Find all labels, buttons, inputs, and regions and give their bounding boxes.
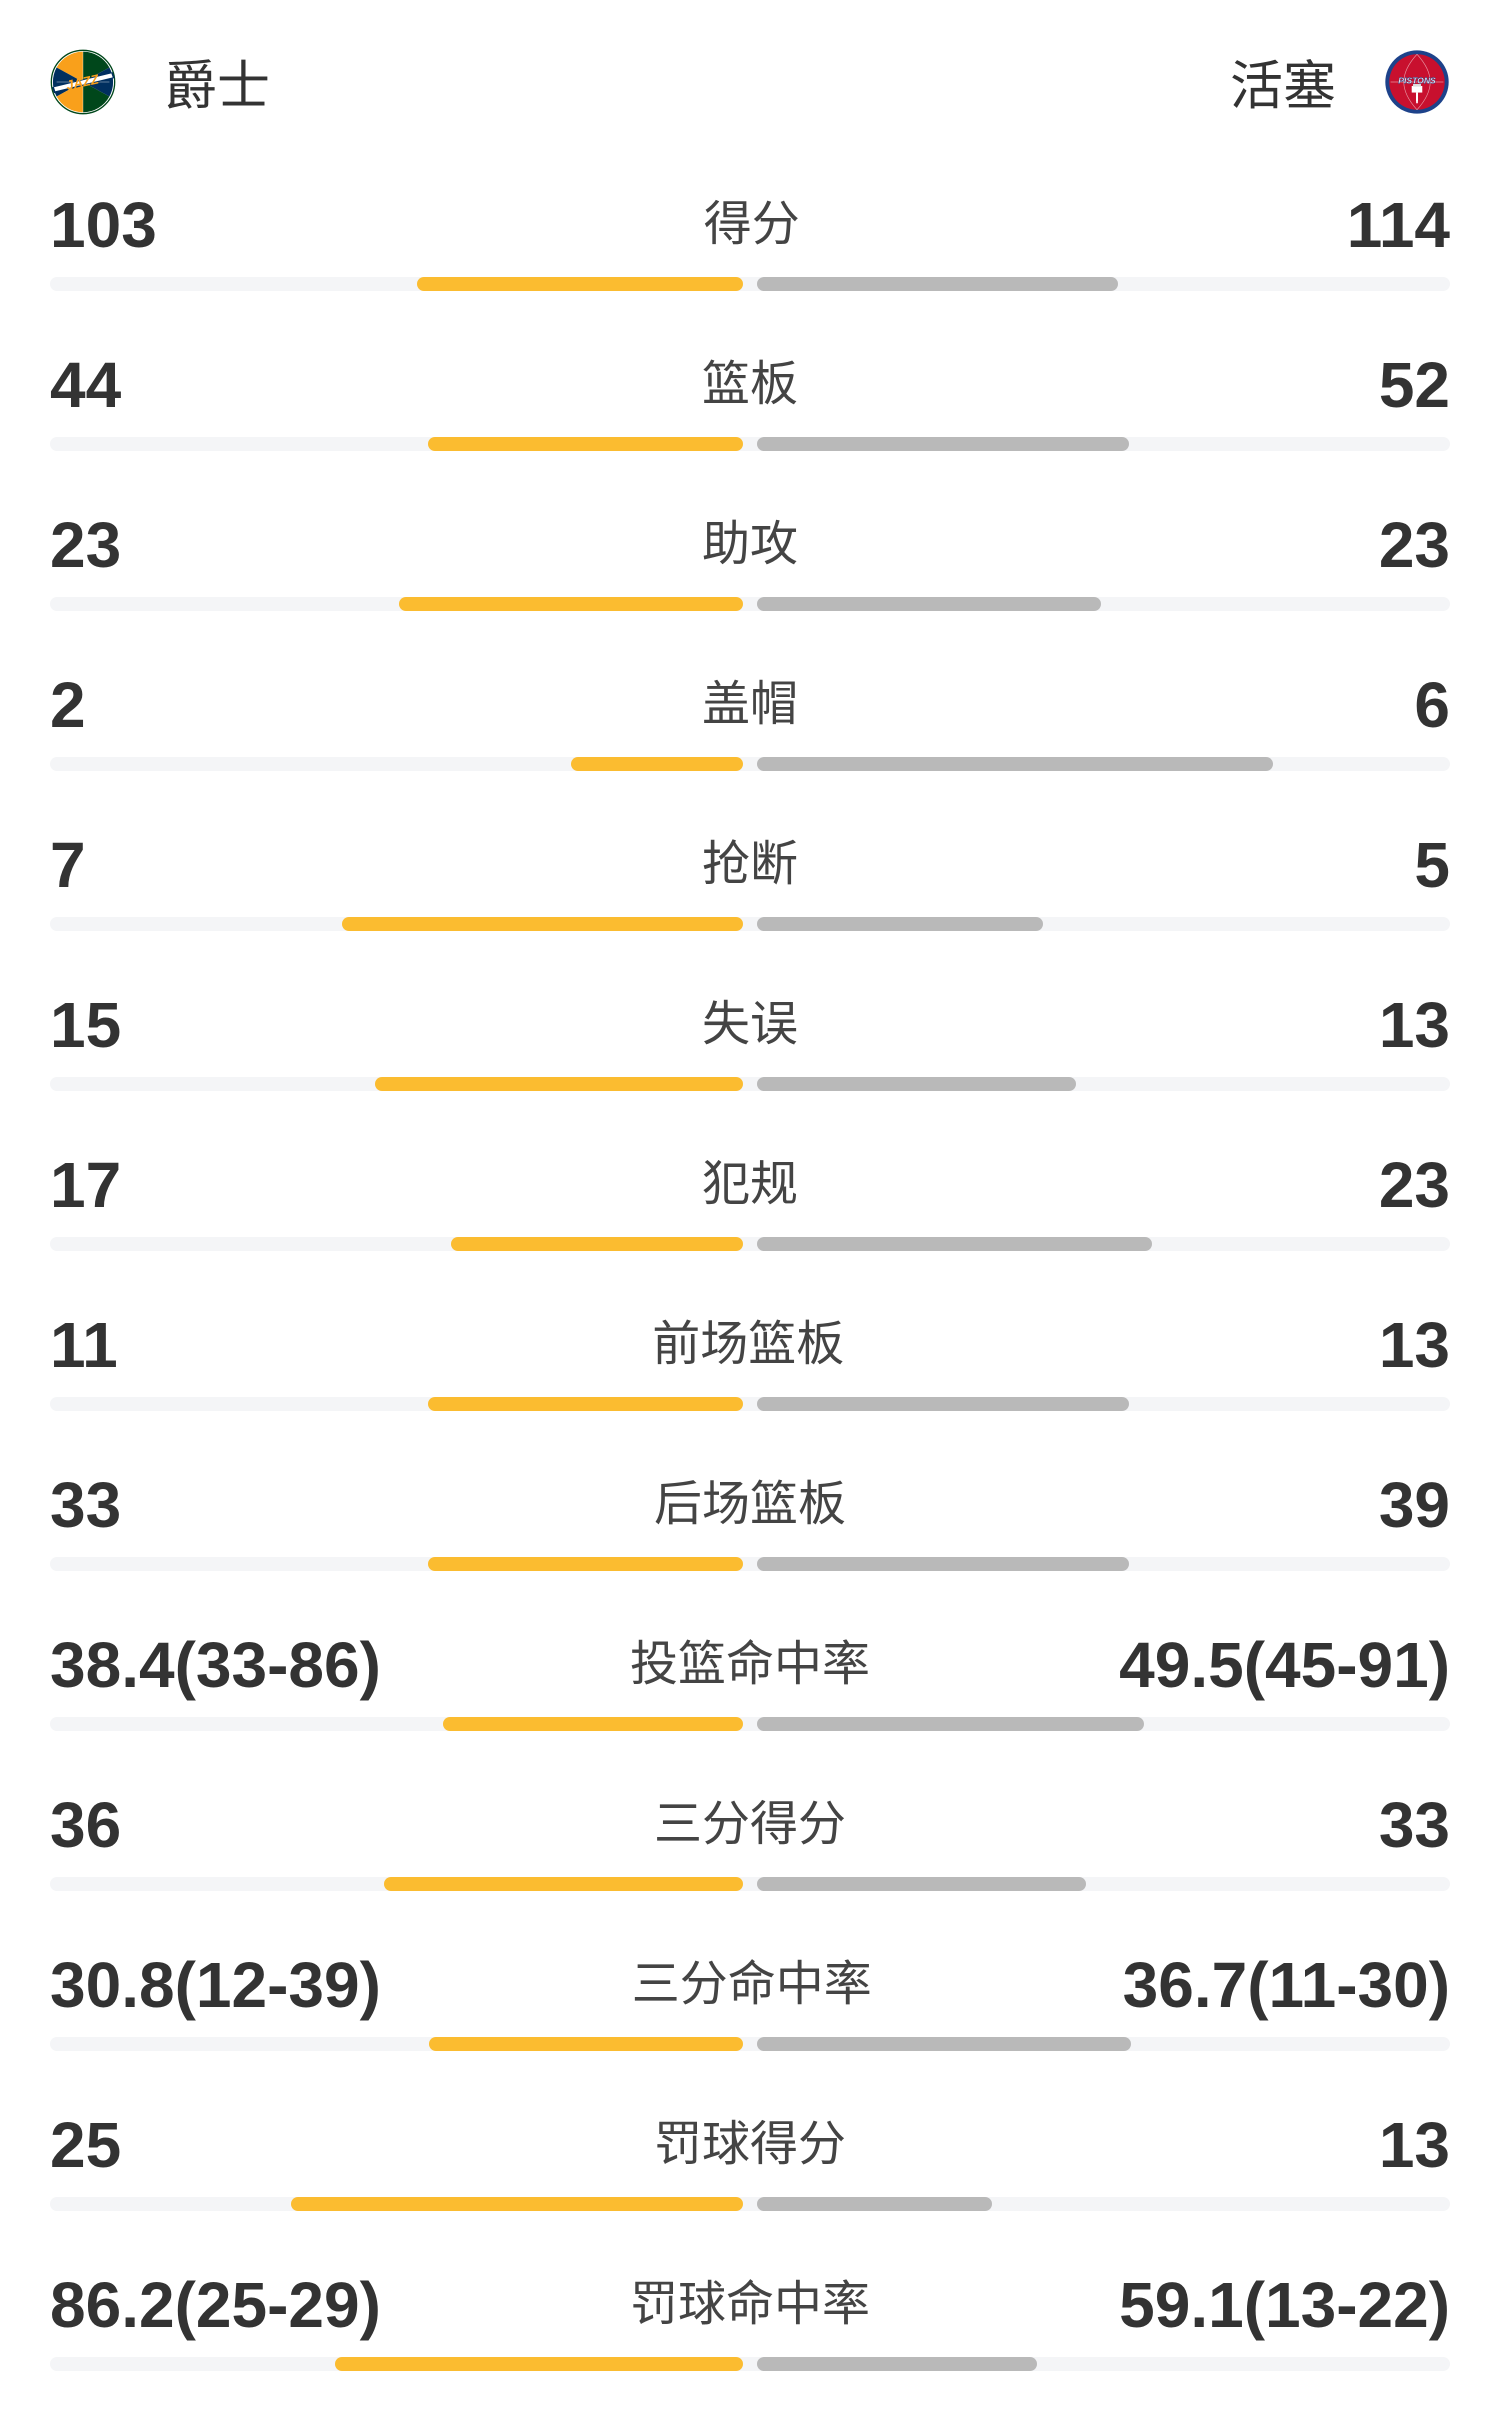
svg-text:PISTONS: PISTONS (1398, 75, 1436, 85)
